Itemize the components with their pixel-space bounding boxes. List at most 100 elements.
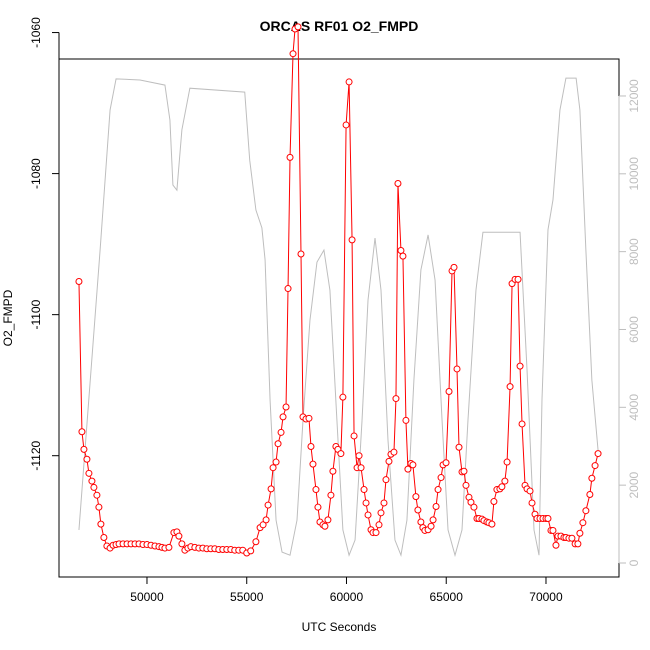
data-point [264,501,272,509]
data-point [501,477,509,485]
data-point [594,450,602,458]
data-point [397,246,405,254]
data-point [355,452,363,460]
data-point [417,518,425,526]
data-point [360,486,368,494]
data-point [588,474,596,482]
data-point [339,393,347,401]
data-point [97,520,105,528]
data-point [375,521,383,529]
y2-tick-label: 6000 [627,316,641,343]
data-point [432,502,440,510]
x-tick-label: 70000 [529,590,563,604]
data-point [399,252,407,260]
y2-tick-label: 4000 [627,394,641,421]
data-point [294,23,302,31]
data-point [526,487,534,495]
data-point [297,250,305,258]
data-point [462,481,470,489]
data-point [88,477,96,485]
data-point [490,498,498,506]
data-point [364,511,372,519]
y2-tick-label: 0 [627,559,641,566]
x-tick-label: 55000 [230,590,264,604]
data-point [437,474,445,482]
data-point [409,461,417,469]
data-point [574,540,582,548]
data-point [272,458,280,466]
data-point [274,440,282,448]
data-point [404,465,412,473]
data-point [549,526,557,534]
data-point [324,516,332,524]
data-point [450,263,458,271]
data-point [586,490,594,498]
data-point [429,516,437,524]
y-tick-label: -1100 [29,299,43,329]
data-point [286,153,294,161]
data-point [434,486,442,494]
data-point [284,285,292,293]
data-point [380,499,388,507]
data-point [460,467,468,475]
data-point [252,538,260,546]
data-point [350,432,358,440]
y-tick-label: -1060 [29,17,43,48]
data-point [528,499,536,507]
data-point [514,275,522,283]
x-tick-label: 60000 [330,590,364,604]
x-tick-label: 50000 [130,590,164,604]
y2-tick-label: 10000 [627,157,641,191]
data-point [348,236,356,244]
data-point [385,457,393,465]
data-point [488,520,496,528]
data-point [262,516,270,524]
data-point [282,403,290,411]
data-point [582,507,590,515]
data-point [402,416,410,424]
data-point [506,383,514,391]
data-point [309,460,317,468]
data-point [80,445,88,453]
data-point [247,547,255,555]
data-point [329,467,337,475]
data-point [427,522,435,530]
data-point [337,450,345,458]
data-point [552,541,560,549]
data-point [392,395,400,403]
data-point [442,459,450,467]
data-point [568,534,576,542]
data-point [342,121,350,129]
data-point [269,464,277,472]
data-point [579,519,587,527]
data-point [518,420,526,428]
data-point [100,534,108,542]
data-point [93,491,101,499]
data-point [289,50,297,58]
data-point [277,428,285,436]
data-point [382,476,390,484]
data-point [345,78,353,86]
data-point [267,485,275,493]
data-point [591,462,599,470]
data-point [503,458,511,466]
chart-title: ORCAS RF01 O2_FMPD [260,18,419,34]
data-point [470,503,478,511]
data-point [327,491,335,499]
y2-tick-label: 12000 [627,79,641,113]
data-point [412,493,420,501]
data-point [279,413,287,421]
data-point [85,469,93,477]
data-point [312,486,320,494]
data-point [390,448,398,456]
x-tick-label: 65000 [430,590,464,604]
data-point [178,540,186,548]
data-point [544,514,552,522]
data-point [576,529,584,537]
data-point [414,506,422,514]
y-tick-label: -1120 [29,440,43,470]
data-point [357,464,365,472]
y-tick-label: -1080 [29,158,43,189]
data-point [259,521,267,529]
